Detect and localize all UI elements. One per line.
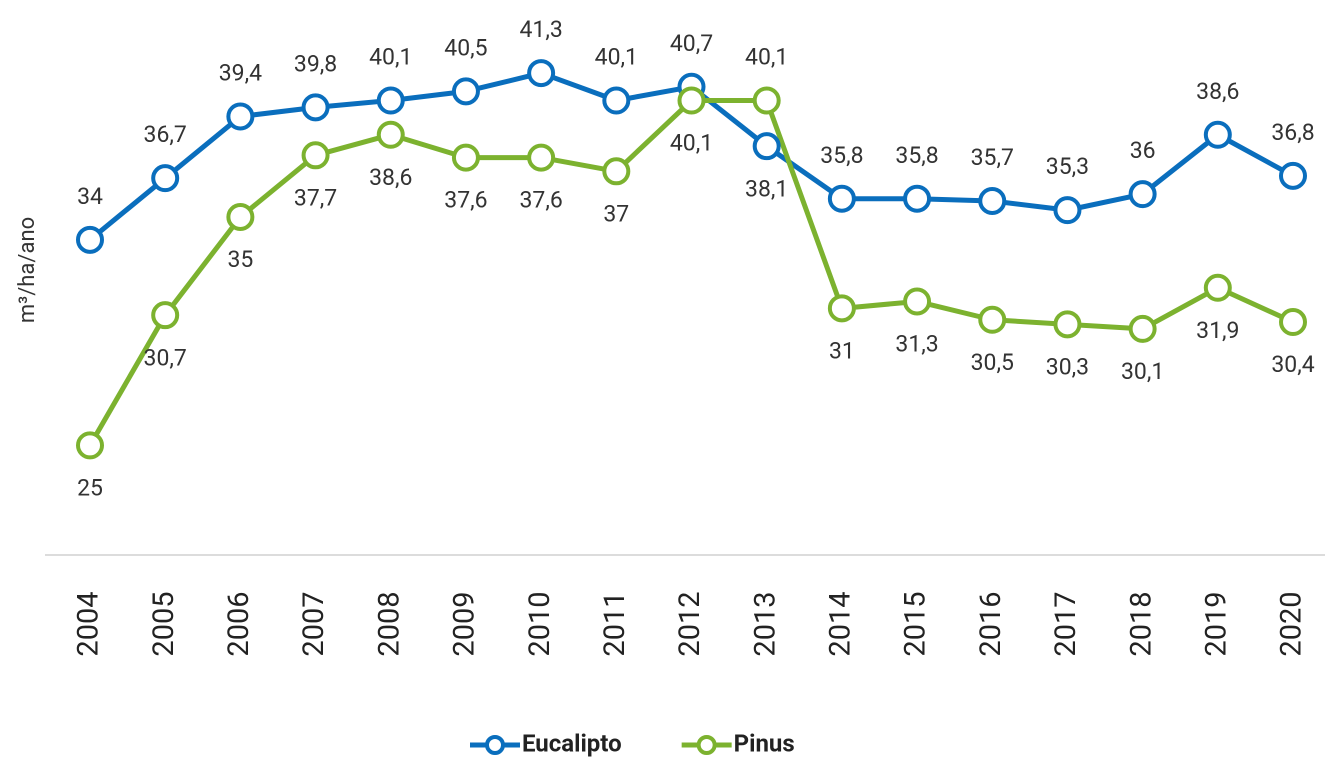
marker <box>677 86 706 115</box>
x-tick-label: 2014 <box>824 591 858 656</box>
data-label: 40,1 <box>369 44 412 71</box>
x-tick-label: 2020 <box>1275 591 1309 656</box>
marker <box>752 132 781 161</box>
legend-marker <box>485 735 505 755</box>
data-label: 38,1 <box>745 175 788 202</box>
data-label: 36,7 <box>144 121 187 148</box>
data-label: 37,7 <box>294 184 337 211</box>
x-tick-label: 2009 <box>448 591 482 656</box>
x-tick-label: 2019 <box>1199 591 1233 656</box>
data-label: 30,7 <box>144 344 187 371</box>
data-label: 31 <box>829 337 855 364</box>
marker <box>978 186 1007 215</box>
legend-label: Eucalipto <box>522 729 622 757</box>
x-tick-label: 2008 <box>372 591 406 656</box>
data-label: 36,8 <box>1271 119 1314 146</box>
marker <box>903 287 932 316</box>
data-label: 30,4 <box>1271 351 1314 378</box>
legend-marker <box>696 735 717 755</box>
data-label: 40,1 <box>595 44 638 71</box>
marker <box>827 294 856 323</box>
data-label: 30,3 <box>1046 353 1089 380</box>
marker <box>827 184 856 213</box>
x-tick-label: 2005 <box>147 591 181 656</box>
marker <box>151 164 180 193</box>
data-label: 35,8 <box>820 142 863 169</box>
data-label: 35,7 <box>971 144 1014 171</box>
data-label: 37,6 <box>519 187 562 214</box>
x-tick-label: 2012 <box>673 591 707 656</box>
data-label: 38,6 <box>1196 78 1239 105</box>
x-tick-label: 2006 <box>222 591 256 656</box>
data-label: 30,5 <box>971 349 1014 376</box>
data-label: 40,1 <box>670 130 713 157</box>
data-label: 34 <box>77 183 103 210</box>
marker <box>527 59 556 88</box>
marker <box>602 157 631 186</box>
marker <box>1203 273 1232 302</box>
data-label: 39,4 <box>219 60 262 87</box>
marker <box>151 301 180 330</box>
marker <box>527 143 556 172</box>
marker <box>76 431 104 460</box>
data-label: 38,6 <box>369 164 412 191</box>
data-label: 31,9 <box>1196 317 1239 344</box>
marker <box>1053 310 1082 339</box>
x-tick-label: 2004 <box>72 591 106 656</box>
marker <box>978 305 1007 334</box>
data-label: 40,7 <box>670 30 713 57</box>
marker <box>1128 180 1157 209</box>
marker <box>1203 120 1232 149</box>
marker <box>301 141 330 170</box>
x-tick-label: 2015 <box>899 591 933 656</box>
x-tick-label: 2007 <box>297 591 331 656</box>
data-label: 30,1 <box>1121 358 1164 385</box>
data-label: 35,8 <box>895 142 938 169</box>
marker <box>451 77 480 106</box>
x-tick-label: 2013 <box>748 591 782 656</box>
x-tick-label: 2018 <box>1124 591 1158 656</box>
marker <box>1053 196 1082 225</box>
x-tick-label: 2016 <box>974 591 1008 656</box>
data-label: 37,6 <box>444 187 487 214</box>
marker <box>76 225 104 254</box>
data-label: 35 <box>227 246 253 273</box>
marker <box>903 184 932 213</box>
data-label: 31,3 <box>895 331 938 358</box>
x-tick-label: 2017 <box>1049 591 1083 656</box>
marker <box>301 93 330 122</box>
x-tick-label: 2011 <box>598 591 632 656</box>
x-tick-label: 2010 <box>523 591 557 656</box>
data-label: 41,3 <box>519 16 562 43</box>
marker <box>376 120 405 149</box>
marker <box>451 143 480 172</box>
marker <box>602 86 631 115</box>
marker <box>376 86 405 115</box>
marker <box>752 86 781 115</box>
data-label: 40,5 <box>444 34 487 61</box>
data-label: 40,1 <box>745 44 788 71</box>
data-label: 37 <box>603 200 629 227</box>
data-label: 35,3 <box>1046 153 1089 180</box>
marker <box>226 202 255 231</box>
data-label: 25 <box>77 474 103 501</box>
marker <box>1279 161 1307 190</box>
data-label: 39,8 <box>294 50 337 77</box>
data-label: 36 <box>1130 137 1156 164</box>
y-axis-label: m³/ha/ano <box>15 217 40 323</box>
legend-label: Pinus <box>734 729 795 757</box>
marker <box>226 102 255 131</box>
marker <box>1128 314 1157 343</box>
marker <box>1279 308 1307 337</box>
